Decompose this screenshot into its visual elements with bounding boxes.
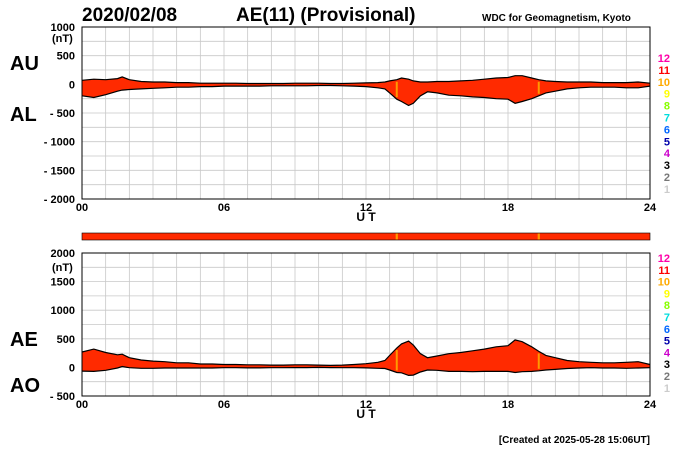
ae-ao-unit: (nT) <box>52 262 73 274</box>
ae-ao-frame <box>81 252 651 397</box>
au-al-station-legend-item: 1 <box>664 184 670 196</box>
au-al-x-ticks: 00 06 12 18 24 <box>76 202 657 214</box>
ae-ao-station-legend-item: 4 <box>664 347 671 359</box>
au-al-unit: (nT) <box>52 33 73 45</box>
ae-label: AE <box>10 329 38 351</box>
ae-ao-y-tick-label: 1500 <box>51 277 75 289</box>
au-al-station-legend-item: 2 <box>664 172 670 184</box>
ae-ao-y-tick-label: 0 <box>69 362 75 374</box>
au-al-y-tick-label: 0 <box>69 79 75 91</box>
au-al-x-axis-label: U T <box>356 210 376 224</box>
ae-ao-station-legend-item: 11 <box>658 265 670 277</box>
au-line <box>81 75 651 85</box>
ae-ao-x-ticks: 00 06 12 18 24 <box>76 399 657 411</box>
plot-date: 2020/02/08 <box>82 5 177 26</box>
ae-ao-station-legend-item: 7 <box>664 312 670 324</box>
au-al-series <box>81 75 651 107</box>
ae-ao-y-ticks: 2000 1500 1000 500 0 - 500 <box>50 248 75 403</box>
al-line <box>81 84 651 107</box>
ae-ao-x-axis-label: U T <box>356 407 376 421</box>
au-al-station-legend-item: 5 <box>664 136 670 148</box>
au-al-y-tick-label: - 1000 <box>44 137 75 149</box>
ae-ao-station-legend-item: 6 <box>664 324 670 336</box>
ao-label: AO <box>10 375 40 397</box>
au-al-grid <box>82 27 650 199</box>
au-al-y-tick-label: - 2000 <box>44 194 75 206</box>
ae-ao-grid <box>82 253 650 396</box>
ae-ao-station-legend-item: 10 <box>658 277 670 289</box>
au-al-y-tick-label: 500 <box>57 51 75 63</box>
created-timestamp: [Created at 2025-05-28 15:06UT] <box>499 435 650 446</box>
ae-ao-panel: 2000 1500 1000 500 0 - 500 00 06 12 18 24 (nT) AE… <box>10 248 657 421</box>
ae-ao-y-tick-label: 500 <box>57 334 75 346</box>
ao-line <box>81 365 651 377</box>
ae-ao-station-legend-item: 3 <box>664 359 670 371</box>
ae-ao-y-tick-label: 1000 <box>51 305 75 317</box>
ae-ao-x-tick-label: 18 <box>502 399 514 411</box>
au-al-y-tick-label: - 500 <box>50 108 75 120</box>
au-al-x-tick-label: 24 <box>644 202 657 214</box>
ae-ao-station-legend-item: 8 <box>664 300 670 312</box>
ae-ao-station-legend-item: 12 <box>658 253 670 265</box>
au-al-filled-area <box>82 75 650 106</box>
au-al-x-tick-label: 18 <box>502 202 514 214</box>
station-bar-fill <box>81 232 651 241</box>
au-al-station-legend-item: 3 <box>664 160 670 172</box>
ae-ao-station-legend-item: 1 <box>664 383 670 395</box>
ae-ao-station-legend-item: 2 <box>664 371 670 383</box>
au-al-station-legend-item: 10 <box>658 77 670 89</box>
au-al-y-tick-label: - 1500 <box>44 165 75 177</box>
au-al-station-legend-item: 11 <box>658 65 670 77</box>
au-al-x-tick-label: 12 <box>360 202 372 214</box>
au-label: AU <box>10 53 39 75</box>
au-al-station-legend-item: 8 <box>664 101 670 113</box>
ae-ao-y-tick-label: - 500 <box>50 391 75 403</box>
ae-ao-x-tick-label: 24 <box>644 399 657 411</box>
ae-ao-x-tick-label: 00 <box>76 399 88 411</box>
au-al-y-ticks: 1000 500 0 - 500 - 1000 - 1500 - 2000 <box>44 22 75 206</box>
au-al-station-legend-item: 4 <box>664 148 671 160</box>
ae-line <box>81 339 651 367</box>
ae-ao-y-tick-label: 2000 <box>51 248 75 260</box>
ae-ao-series <box>81 339 651 377</box>
ae-ao-station-legend-item: 9 <box>664 288 670 300</box>
al-label: AL <box>10 104 37 126</box>
au-al-x-tick-label: 00 <box>76 202 88 214</box>
au-al-station-legend-item: 9 <box>664 89 670 101</box>
au-al-station-legend-item: 6 <box>664 124 670 136</box>
au-al-panel: 1000 500 0 - 500 - 1000 - 1500 - 2000 00 06 12 18… <box>10 22 657 224</box>
plot-title: AE(11) (Provisional) <box>236 5 416 26</box>
ae-ao-station-legend-item: 5 <box>664 336 670 348</box>
ae-ao-x-tick-label: 06 <box>218 399 230 411</box>
au-al-station-legend-item: 7 <box>664 113 670 125</box>
data-source: WDC for Geomagnetism, Kyoto <box>482 13 631 24</box>
ae-ao-x-tick-label: 12 <box>360 399 372 411</box>
au-al-station-legend-item: 12 <box>658 53 670 65</box>
au-al-frame <box>81 26 651 200</box>
ae-ao-filled-area <box>82 339 650 376</box>
station-bar <box>81 232 651 241</box>
au-al-y-tick-label: 1000 <box>51 22 75 34</box>
au-al-x-tick-label: 06 <box>218 202 230 214</box>
